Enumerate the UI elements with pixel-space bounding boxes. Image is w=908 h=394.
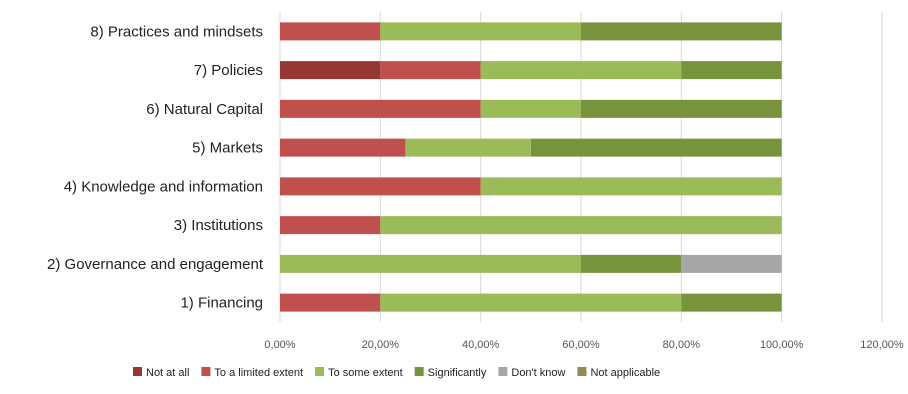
legend-swatch <box>201 367 211 376</box>
bar-segment <box>581 99 782 118</box>
category-label: 7) Policies <box>194 62 263 79</box>
x-tick-label: 40,00% <box>462 339 500 351</box>
bar-segment <box>681 254 782 273</box>
category-label: 3) Institutions <box>174 217 263 234</box>
bar-segment <box>581 22 782 41</box>
bar-segment <box>280 99 481 118</box>
legend-swatch <box>414 367 424 376</box>
x-tick-labels: 0,00% 20,00% 40,00% 60,00% 80,00% 100,00% 120,… <box>264 339 904 351</box>
legend-item: To some extent <box>315 367 403 379</box>
bar-segment <box>280 177 481 196</box>
bar-segment <box>405 138 531 157</box>
legend-swatch <box>315 367 325 376</box>
bar-segment <box>480 177 782 196</box>
legend-swatch <box>498 367 508 376</box>
bar-segment <box>280 254 581 273</box>
bar-segment <box>380 293 682 312</box>
category-labels: 8) Practices and mindsets 7) Policies 6) N… <box>47 23 264 311</box>
legend-item: Not applicable <box>577 367 660 379</box>
x-tick-label: 0,00% <box>264 339 295 351</box>
legend-item: Significantly <box>414 367 487 379</box>
legend-swatch <box>133 367 142 376</box>
category-label: 1) Financing <box>180 295 263 312</box>
bars <box>280 22 782 312</box>
bar-segment <box>480 99 581 118</box>
legend-label: To some extent <box>328 367 403 379</box>
legend-label: Not at all <box>146 367 189 379</box>
bar-segment <box>681 293 782 312</box>
x-tick-label: 20,00% <box>362 339 400 351</box>
bar-segment <box>380 61 481 80</box>
x-tick-label: 100,00% <box>760 339 804 351</box>
legend-label: Don't know <box>511 367 565 379</box>
category-label: 8) Practices and mindsets <box>90 23 263 40</box>
legend-label: Significantly <box>428 367 487 379</box>
x-tick-label: 80,00% <box>663 339 701 351</box>
legend-item: Not at all <box>133 367 189 379</box>
category-label: 6) Natural Capital <box>146 101 263 118</box>
legend-label: To a limited extent <box>214 367 303 379</box>
category-label: 5) Markets <box>192 140 263 157</box>
bar-segment <box>581 254 682 273</box>
gridlines <box>279 12 883 322</box>
legend: Not at all To a limited extent To some ext… <box>133 367 660 379</box>
bar-segment <box>280 216 381 235</box>
bar-segment <box>280 61 381 80</box>
bar-segment <box>280 138 406 157</box>
bar-segment <box>380 22 581 41</box>
category-label: 2) Governance and engagement <box>47 256 264 273</box>
bar-segment <box>530 138 782 157</box>
bar-segment <box>280 293 381 312</box>
bar-segment <box>380 216 782 235</box>
x-tick-label: 60,00% <box>562 339 600 351</box>
bar-segment <box>480 61 682 80</box>
x-tick-label: 120,00% <box>860 339 904 351</box>
bar-segment <box>681 61 782 80</box>
legend-swatch <box>577 367 587 376</box>
bar-segment <box>280 22 381 41</box>
legend-label: Not applicable <box>590 367 660 379</box>
legend-item: To a limited extent <box>201 367 303 379</box>
legend-item: Don't know <box>498 367 566 379</box>
category-label: 4) Knowledge and information <box>64 178 263 195</box>
